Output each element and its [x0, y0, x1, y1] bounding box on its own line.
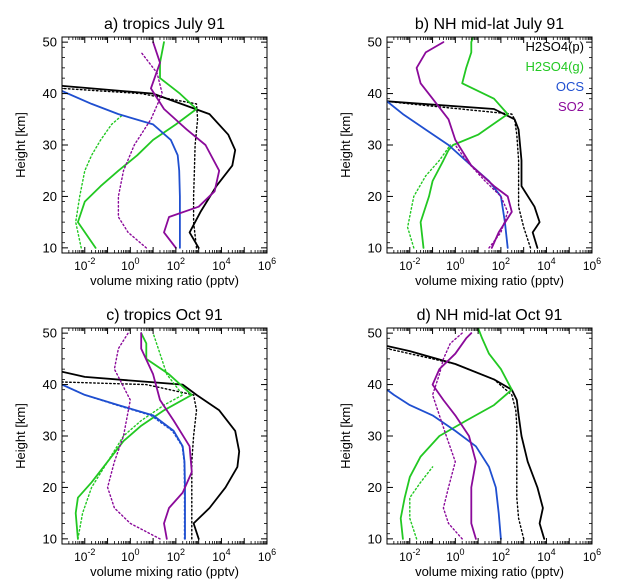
x-tick-label: 106: [258, 256, 276, 273]
y-tick-label: 20: [368, 480, 382, 495]
series-line-so2-solid: [140, 332, 193, 540]
x-tick-label: 102: [167, 547, 185, 564]
x-tick-label: 102: [167, 256, 185, 273]
series-line-so2-dotted: [117, 51, 163, 249]
x-tick-label: 100: [121, 547, 139, 564]
y-tick-label: 20: [43, 480, 57, 495]
x-tick-label: 10-2: [74, 256, 95, 273]
y-tick-label: 50: [43, 35, 57, 50]
panel-title: c) tropics Oct 91: [106, 307, 223, 324]
x-tick-label: 102: [492, 547, 510, 564]
y-tick-label: 10: [368, 240, 382, 255]
y-axis-label: Height [km]: [13, 112, 28, 178]
x-tick-label: 10-2: [399, 547, 420, 564]
y-tick-label: 40: [368, 86, 382, 101]
series-line-h2so4-g--solid: [74, 332, 193, 540]
panel-2: 10-2 100 102 104 106 10 20 30 40 50 b) NH mid-lat …: [338, 16, 601, 288]
y-tick-label: 20: [43, 189, 57, 204]
panel-title: a) tropics July 91: [104, 16, 225, 33]
x-axis-label: volume mixing ratio (pptv): [90, 273, 239, 288]
series-line-h2so4-p--dotted: [387, 347, 525, 540]
y-tick-label: 40: [368, 377, 382, 392]
series-line-ocs-solid: [387, 388, 502, 540]
y-tick-label: 20: [368, 189, 382, 204]
series-line-so2-dotted: [431, 332, 463, 540]
x-tick-label: 100: [446, 547, 464, 564]
series-line-h2so4-p--solid: [387, 345, 546, 540]
panel-3: 10-2 100 102 104 106 10 20 30 40 50 c) tropics Oct…: [13, 307, 276, 579]
x-tick-label: 106: [258, 547, 276, 564]
series-line-h2so4-g--dotted: [77, 332, 184, 540]
y-tick-label: 30: [368, 138, 382, 153]
y-axis-label: Height [km]: [13, 403, 28, 469]
plot-frame: [61, 36, 268, 254]
y-tick-label: 10: [43, 240, 57, 255]
series-line-h2so4-p--solid: [62, 370, 241, 540]
x-tick-label: 102: [492, 256, 510, 273]
y-tick-label: 50: [368, 35, 382, 50]
y-tick-label: 50: [368, 326, 382, 341]
legend-entry: SO2: [558, 99, 584, 114]
x-tick-label: 100: [446, 256, 464, 273]
series-line-so2-dotted: [106, 332, 161, 540]
x-tick-label: 104: [212, 547, 230, 564]
series-line-so2-solid: [149, 41, 221, 249]
x-tick-label: 10-2: [74, 547, 95, 564]
series-line-ocs-solid: [387, 100, 509, 249]
panel-1: 10-2 100 102 104 106 10 20 30 40 50 a) tropics Jul…: [13, 16, 276, 288]
y-tick-label: 50: [43, 326, 57, 341]
series-line-h2so4-g--solid: [399, 328, 513, 540]
y-axis-label: Height [km]: [338, 112, 353, 178]
x-tick-label: 106: [583, 547, 601, 564]
series-line-h2so4-g--dotted: [74, 113, 125, 249]
series-group: [387, 37, 541, 249]
x-axis-label: volume mixing ratio (pptv): [415, 564, 564, 579]
series-line-h2so4-p--dotted: [62, 381, 198, 540]
x-tick-label: 100: [121, 256, 139, 273]
panel-title: b) NH mid-lat July 91: [415, 16, 564, 33]
y-tick-label: 40: [43, 377, 57, 392]
series-line-h2so4-p--solid: [62, 85, 237, 249]
series-line-so2-solid: [431, 332, 477, 540]
series-line-h2so4-p--dotted: [387, 100, 532, 249]
legend-entry: H2SO4(p): [525, 39, 584, 54]
legend-entry: H2SO4(g): [525, 59, 584, 74]
x-tick-label: 104: [212, 256, 230, 273]
y-tick-label: 40: [43, 86, 57, 101]
y-tick-label: 10: [43, 531, 57, 546]
series-line-ocs-dotted: [62, 383, 186, 540]
x-axis-label: volume mixing ratio (pptv): [90, 564, 239, 579]
y-tick-label: 30: [368, 429, 382, 444]
legend-entry: OCS: [556, 79, 585, 94]
series-group: [62, 332, 241, 540]
y-tick-label: 30: [43, 138, 57, 153]
x-tick-label: 10-2: [399, 256, 420, 273]
series-line-h2so4-g--dotted: [409, 466, 434, 540]
series-line-h2so4-g--dotted: [406, 144, 451, 249]
series-line-h2so4-g--solid: [419, 37, 509, 249]
series-group: [387, 328, 546, 540]
series-line-so2-solid: [415, 41, 513, 249]
series-line-h2so4-g--solid: [77, 41, 198, 249]
panel-title: d) NH mid-lat Oct 91: [417, 307, 563, 324]
x-tick-label: 106: [583, 256, 601, 273]
x-tick-label: 104: [537, 547, 555, 564]
x-axis-label: volume mixing ratio (pptv): [415, 273, 564, 288]
x-tick-label: 104: [537, 256, 555, 273]
series-line-so2-dotted: [454, 144, 509, 249]
series-group: [62, 41, 237, 249]
y-tick-label: 10: [368, 531, 382, 546]
series-line-h2so4-p--solid: [387, 100, 541, 249]
panel-4: 10-2 100 102 104 106 10 20 30 40 50 d) NH mid-lat …: [338, 307, 601, 579]
y-tick-label: 30: [43, 429, 57, 444]
y-axis-label: Height [km]: [338, 403, 353, 469]
plot-frame: [386, 327, 593, 545]
series-line-h2so4-p--dotted: [62, 87, 199, 249]
series-line-ocs-solid: [62, 90, 181, 249]
